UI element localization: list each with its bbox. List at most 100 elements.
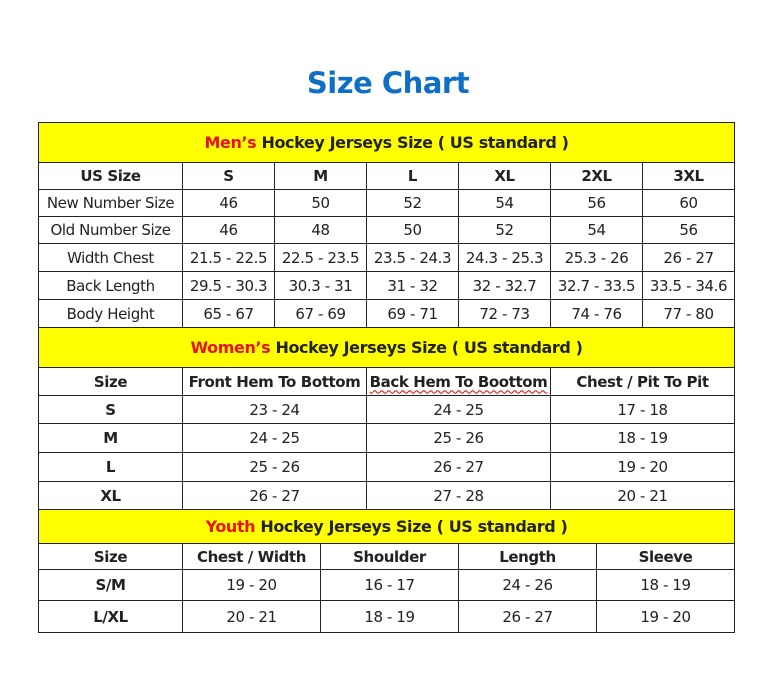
table-cell: 18 - 19 <box>320 600 459 633</box>
table-cell: 20 - 21 <box>549 481 736 510</box>
table-cell: 72 - 73 <box>458 299 551 328</box>
table-cell: 26 - 27 <box>641 243 736 272</box>
column-header-label: Sleeve <box>638 547 693 566</box>
table-row: New Number Size 46 50 52 54 56 60 <box>38 189 736 217</box>
table-row: L 25 - 26 26 - 27 19 - 20 <box>38 452 736 482</box>
row-label: Back Length <box>38 271 183 300</box>
column-header: Front Hem To Bottom <box>182 367 367 396</box>
column-header-label: Front Hem To Bottom <box>188 372 361 391</box>
column-header-label: Back Hem To Boottom <box>369 372 548 391</box>
row-label: L/XL <box>38 600 183 633</box>
table-cell: 32 - 32.7 <box>458 271 551 300</box>
youth-section-header: Youth Hockey Jerseys Size ( US standard … <box>37 509 736 544</box>
section-highlight: Women’s <box>190 338 271 357</box>
size-chart: Men’s Hockey Jerseys Size ( US standard … <box>37 122 736 633</box>
page-title: Size Chart <box>306 66 470 100</box>
table-cell: 18 - 19 <box>595 569 736 601</box>
table-cell: 25.3 - 26 <box>550 243 643 272</box>
column-header: M <box>274 162 367 190</box>
table-cell: 22.5 - 23.5 <box>274 243 367 272</box>
column-header-label: Size <box>93 547 128 566</box>
section-highlight: Men’s <box>204 133 257 152</box>
column-header-label: 2XL <box>581 167 612 185</box>
table-cell: 27 - 28 <box>366 481 551 510</box>
table-cell: 20 - 21 <box>182 600 321 633</box>
table-cell: 26 - 27 <box>182 481 367 510</box>
men-size-table: Men’s Hockey Jerseys Size ( US standard … <box>37 122 736 328</box>
table-row: Old Number Size 46 48 50 52 54 56 <box>38 216 736 244</box>
table-cell: 19 - 20 <box>549 452 736 482</box>
column-header-label: Size <box>93 372 128 391</box>
column-header-label: L <box>407 167 418 185</box>
table-cell: 19 - 20 <box>182 569 321 601</box>
row-label: Width Chest <box>38 243 183 272</box>
table-cell: 32.7 - 33.5 <box>550 271 643 300</box>
table-cell: 24 - 25 <box>182 423 367 453</box>
row-label: L <box>38 452 183 482</box>
men-section-header: Men’s Hockey Jerseys Size ( US standard … <box>37 122 736 163</box>
table-cell: 25 - 26 <box>366 423 551 453</box>
table-cell: 21.5 - 22.5 <box>182 243 275 272</box>
column-header: XL <box>458 162 551 190</box>
row-label: XL <box>38 481 183 510</box>
section-heading: Hockey Jerseys Size ( US standard ) <box>275 338 583 357</box>
row-label: Old Number Size <box>38 216 183 244</box>
table-cell: 74 - 76 <box>550 299 643 328</box>
section-highlight: Youth <box>205 517 256 536</box>
table-cell: 26 - 27 <box>366 452 551 482</box>
women-section-header: Women’s Hockey Jerseys Size ( US standar… <box>37 327 736 368</box>
column-header: S <box>182 162 275 190</box>
table-row: XL 26 - 27 27 - 28 20 - 21 <box>38 481 736 510</box>
table-row: Width Chest 21.5 - 22.5 22.5 - 23.5 23.5 - … <box>38 243 736 272</box>
column-header-label: 3XL <box>673 167 704 185</box>
row-label: M <box>38 423 183 453</box>
column-header-label: M <box>313 167 328 185</box>
table-cell: 67 - 69 <box>274 299 367 328</box>
table-cell: 30.3 - 31 <box>274 271 367 300</box>
table-cell: 56 <box>641 216 736 244</box>
table-cell: 77 - 80 <box>641 299 736 328</box>
column-header: US Size <box>38 162 183 190</box>
table-cell: 33.5 - 34.6 <box>641 271 736 300</box>
table-cell: 23.5 - 24.3 <box>366 243 459 272</box>
youth-size-table: Youth Hockey Jerseys Size ( US standard … <box>37 509 736 633</box>
table-cell: 50 <box>274 189 367 217</box>
row-label: Body Height <box>38 299 183 328</box>
column-header-label: Length <box>499 547 556 566</box>
column-header-label: XL <box>494 167 515 185</box>
column-header: Length <box>458 543 597 570</box>
column-header: Chest / Pit To Pit <box>549 367 736 396</box>
column-header: Chest / Width <box>182 543 321 570</box>
table-row: S 23 - 24 24 - 25 17 - 18 <box>38 395 736 424</box>
table-cell: 25 - 26 <box>182 452 367 482</box>
table-cell: 60 <box>641 189 736 217</box>
table-cell: 18 - 19 <box>549 423 736 453</box>
column-header: 2XL <box>550 162 643 190</box>
table-row: Back Length 29.5 - 30.3 30.3 - 31 31 - 32 32… <box>38 271 736 300</box>
column-header-label: Chest / Width <box>197 547 306 566</box>
table-cell: 56 <box>550 189 643 217</box>
column-header: Size <box>38 367 183 396</box>
table-cell: 46 <box>182 216 275 244</box>
table-cell: 52 <box>458 216 551 244</box>
table-cell: 24 - 26 <box>458 569 597 601</box>
table-cell: 26 - 27 <box>458 600 597 633</box>
column-header: 3XL <box>641 162 736 190</box>
table-cell: 19 - 20 <box>595 600 736 633</box>
section-heading: Hockey Jerseys Size ( US standard ) <box>261 133 569 152</box>
table-cell: 65 - 67 <box>182 299 275 328</box>
table-cell: 48 <box>274 216 367 244</box>
table-cell: 54 <box>458 189 551 217</box>
column-header: L <box>366 162 459 190</box>
row-label: New Number Size <box>38 189 183 217</box>
table-cell: 46 <box>182 189 275 217</box>
column-header-label: Shoulder <box>353 547 426 566</box>
column-header-label: US Size <box>80 167 141 185</box>
table-cell: 54 <box>550 216 643 244</box>
table-cell: 50 <box>366 216 459 244</box>
table-cell: 52 <box>366 189 459 217</box>
table-cell: 17 - 18 <box>549 395 736 424</box>
table-row: L/XL 20 - 21 18 - 19 26 - 27 19 - 20 <box>38 600 736 633</box>
table-row: S/M 19 - 20 16 - 17 24 - 26 18 - 19 <box>38 569 736 601</box>
column-header: Size <box>38 543 183 570</box>
